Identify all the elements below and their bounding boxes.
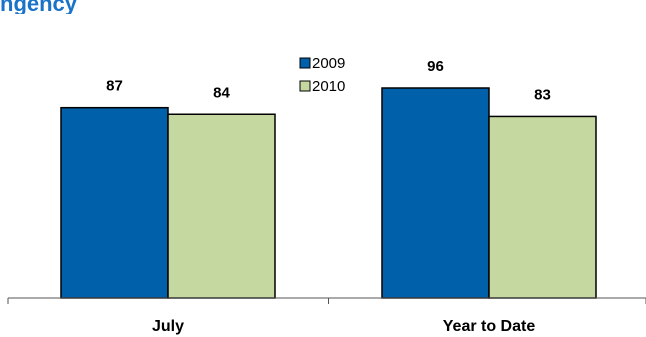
data-label-2010-0: 84 <box>213 84 230 101</box>
bar-2010-1 <box>488 115 597 299</box>
bar-2010-0 <box>167 113 276 299</box>
category-label-0: July <box>152 318 184 335</box>
category-label-1: Year to Date <box>443 318 536 335</box>
legend-swatch-2009 <box>299 57 311 69</box>
bar-2009-0 <box>60 106 169 299</box>
data-label-2009-0: 87 <box>106 78 123 95</box>
legend-label-2010: 2010 <box>312 78 345 95</box>
data-label-2010-1: 83 <box>534 86 551 103</box>
bar-2009-1 <box>381 87 490 299</box>
chart-title-text: ngency <box>0 0 78 14</box>
data-label-2009-1: 96 <box>427 58 444 75</box>
chart-title-fragment: ngency <box>0 0 120 14</box>
legend-label-2009: 2009 <box>312 55 345 72</box>
legend-swatch-2010 <box>299 80 311 92</box>
